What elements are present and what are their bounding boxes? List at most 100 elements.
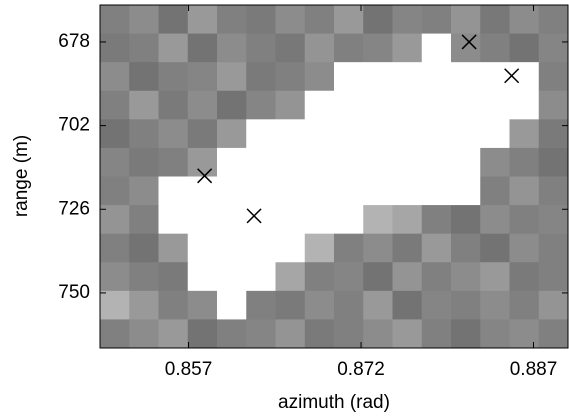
image-cell xyxy=(304,290,335,320)
image-cell xyxy=(217,119,247,149)
image-cell xyxy=(421,262,452,292)
image-cell xyxy=(451,147,481,177)
image-cell xyxy=(275,5,306,35)
image-cell xyxy=(363,33,393,63)
image-cell xyxy=(187,319,218,349)
image-cell xyxy=(509,176,540,206)
image-cell xyxy=(451,62,481,92)
image-cell xyxy=(392,33,423,63)
marker xyxy=(504,68,520,84)
image-cell xyxy=(421,147,452,177)
image-cell xyxy=(217,147,247,177)
image-cell xyxy=(334,62,364,92)
marker xyxy=(461,34,477,50)
image-cell xyxy=(451,233,481,263)
image-cell xyxy=(187,119,218,149)
image-cell xyxy=(509,290,540,320)
image-cell xyxy=(217,205,247,235)
image-cell xyxy=(334,205,364,235)
image-cell xyxy=(509,147,540,177)
image-cell xyxy=(100,5,130,35)
image-cell xyxy=(129,290,159,320)
image-cell xyxy=(217,62,247,92)
image-cell xyxy=(334,33,364,63)
image-cell xyxy=(392,233,423,263)
image-cell xyxy=(217,33,247,63)
image-cell xyxy=(100,119,130,149)
image-cell xyxy=(538,5,569,35)
image-cell xyxy=(538,205,569,235)
image-cell xyxy=(451,290,481,320)
image-cell xyxy=(480,90,510,120)
image-cell xyxy=(363,319,393,349)
image-cell xyxy=(217,5,247,35)
image-cell xyxy=(392,290,423,320)
image-cell xyxy=(100,62,130,92)
image-cell xyxy=(363,262,393,292)
image-cell xyxy=(334,119,364,149)
image-cell xyxy=(187,205,218,235)
image-cell xyxy=(334,176,364,206)
image-cell xyxy=(538,119,569,149)
x-tick-label: 0.857 xyxy=(165,359,213,380)
image-cell xyxy=(304,176,335,206)
image-cell xyxy=(100,233,130,263)
image-cell xyxy=(217,319,247,349)
image-cell xyxy=(421,205,452,235)
image-cell xyxy=(451,205,481,235)
image-cell xyxy=(187,33,218,63)
image-cell xyxy=(538,290,569,320)
image-cell xyxy=(129,233,159,263)
image-cell xyxy=(158,205,189,235)
image-cell xyxy=(129,5,159,35)
image-cell xyxy=(480,147,510,177)
image-cell xyxy=(158,5,189,35)
image-cell xyxy=(538,319,569,349)
image-cell xyxy=(392,119,423,149)
image-cell xyxy=(275,233,306,263)
image-cell xyxy=(304,319,335,349)
image-cell xyxy=(187,90,218,120)
image-cell xyxy=(158,33,189,63)
image-cell xyxy=(480,62,510,92)
image-cell xyxy=(363,147,393,177)
image-cell xyxy=(304,90,335,120)
image-cell xyxy=(509,90,540,120)
image-cell xyxy=(538,233,569,263)
image-cell xyxy=(100,147,130,177)
x-tick-label: 0.872 xyxy=(337,359,385,380)
image-cell xyxy=(304,119,335,149)
image-cell xyxy=(421,33,452,63)
image-cell xyxy=(129,90,159,120)
image-cell xyxy=(187,147,218,177)
image-cell xyxy=(275,90,306,120)
image-cell xyxy=(480,119,510,149)
image-cell xyxy=(334,147,364,177)
image-cell xyxy=(217,233,247,263)
image-cell xyxy=(129,33,159,63)
image-cell xyxy=(538,147,569,177)
image-cell xyxy=(480,233,510,263)
image-cell xyxy=(217,90,247,120)
image-cell xyxy=(158,147,189,177)
image-cell xyxy=(217,262,247,292)
image-cell xyxy=(246,290,276,320)
image-cell xyxy=(275,319,306,349)
image-cell xyxy=(246,262,276,292)
image-cell xyxy=(509,5,540,35)
image-cell xyxy=(509,62,540,92)
image-cell xyxy=(187,262,218,292)
image-cell xyxy=(480,290,510,320)
image-cell xyxy=(363,233,393,263)
image-cell xyxy=(538,62,569,92)
image-cell xyxy=(334,5,364,35)
image-cell xyxy=(275,205,306,235)
image-cell xyxy=(304,5,335,35)
image-cell xyxy=(275,176,306,206)
image-cell xyxy=(246,119,276,149)
image-cell xyxy=(538,176,569,206)
image-cell xyxy=(246,90,276,120)
image-cell xyxy=(334,90,364,120)
image-cell xyxy=(480,205,510,235)
image-cell xyxy=(304,62,335,92)
